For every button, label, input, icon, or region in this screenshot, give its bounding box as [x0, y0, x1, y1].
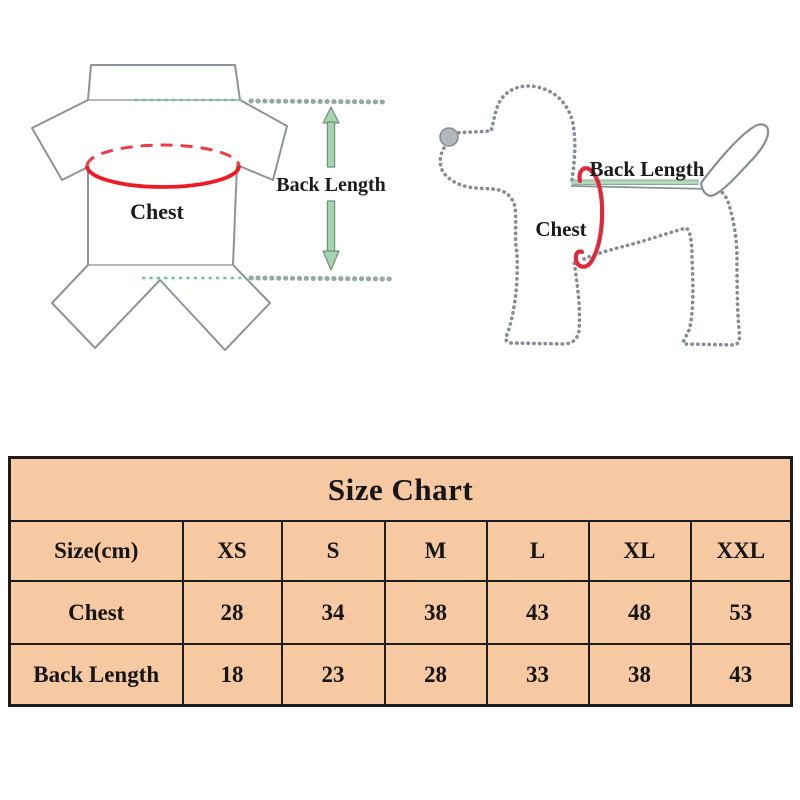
header-xl: XL [587, 520, 692, 582]
dog-tail [699, 123, 770, 197]
chest-xs: 28 [181, 580, 283, 645]
back-length-arrow-up [322, 106, 340, 168]
garment-chest-label: Chest [130, 199, 184, 224]
chest-xl: 48 [587, 580, 692, 645]
garment-diagram: Chest Back Length [31, 64, 393, 351]
measure-beads-bottom [248, 275, 393, 282]
garment-back-length-label: Back Length [276, 174, 385, 196]
row-label-chest: Chest [8, 580, 184, 645]
row-label-back-length: Back Length [8, 643, 184, 707]
back-length-bar [571, 179, 699, 185]
back-m: 28 [383, 643, 488, 707]
chest-xxl: 53 [689, 580, 793, 645]
table-row-chest: Chest 28 34 38 43 48 53 [8, 580, 793, 645]
size-chart-title: Size Chart [8, 456, 793, 522]
back-s: 23 [280, 643, 386, 707]
chest-s: 34 [280, 580, 386, 645]
back-xxl: 43 [689, 643, 793, 707]
header-l: L [485, 520, 590, 582]
measurement-diagrams: Chest Back Length [31, 64, 770, 351]
dog-belly-hindleg-outline [582, 186, 742, 347]
chest-m: 38 [383, 580, 488, 645]
size-chart-title-row: Size Chart [8, 456, 793, 522]
dog-head-outline [451, 84, 577, 182]
table-row-back-length: Back Length 18 23 28 33 38 43 [8, 643, 793, 707]
back-l: 33 [485, 643, 590, 707]
dog-front-outline [438, 146, 582, 346]
dog-back-line [570, 185, 712, 190]
size-chart-table: Size Chart Size(cm) XS S M L XL XXL Ches… [8, 456, 794, 707]
dog-chest-curve [573, 166, 605, 269]
dog-back-length-label: Back Length [590, 157, 705, 181]
back-xs: 18 [181, 643, 283, 707]
garment-outline [31, 64, 288, 351]
header-size-cm: Size(cm) [8, 520, 184, 582]
header-m: M [383, 520, 488, 582]
dog-diagram [438, 84, 742, 347]
measure-beads-top [248, 98, 391, 105]
header-xxl: XXL [689, 520, 793, 582]
chest-ellipse-solid [85, 165, 241, 189]
header-s: S [280, 520, 386, 582]
back-length-arrow-down [322, 200, 340, 271]
back-xl: 38 [587, 643, 692, 707]
dog-chest-label: Chest [535, 217, 586, 241]
dog-nose [439, 127, 459, 147]
size-chart-header-row: Size(cm) XS S M L XL XXL [8, 520, 793, 582]
header-xs: XS [181, 520, 283, 582]
chest-ellipse-dashed [85, 143, 241, 167]
chest-l: 43 [485, 580, 590, 645]
